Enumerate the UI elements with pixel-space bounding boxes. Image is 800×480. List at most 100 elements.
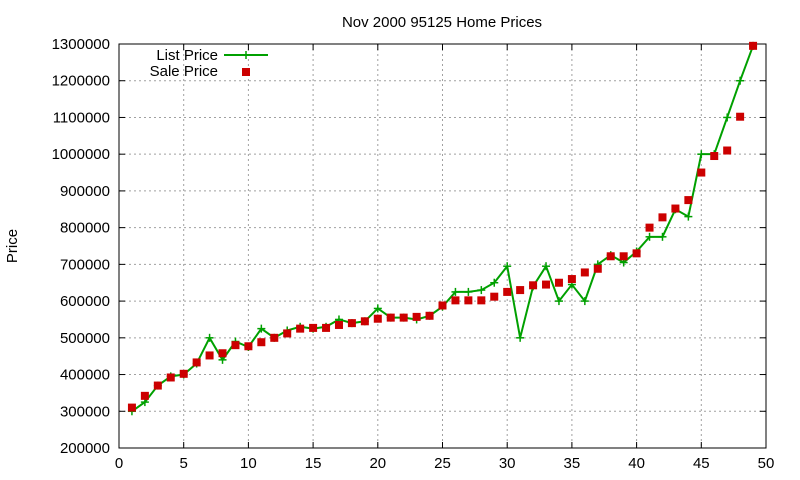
y-tick-label: 200000 [60,440,110,457]
list-price-point [490,278,499,287]
legend-label-sale-price: Sale Price [150,63,218,80]
x-tick-label: 35 [564,455,581,472]
sale-price-point [270,333,279,342]
y-tick-label: 400000 [60,367,110,384]
list-price-point [477,286,486,295]
sale-price-point [671,204,680,213]
sale-price-point [542,280,551,289]
sale-price-point [710,152,719,161]
sale-price-point [619,252,628,261]
legend-marker-sale-price [242,68,250,76]
grid-lines [119,44,766,448]
sale-price-point [736,112,745,121]
list-price-point [451,287,460,296]
sale-price-point [360,317,369,326]
y-tick-label: 1000000 [52,146,110,163]
axis-ticks: 0 5 10 15 20 25 30 35 40 45 50 200000 300000 400000 50… [52,36,775,472]
sale-price-point [593,264,602,273]
sale-price-point [451,296,460,305]
sale-price-point [334,320,343,329]
sale-price-point [179,369,188,378]
sale-price-point [749,41,758,50]
sale-price-point [684,196,693,205]
sale-price-point [464,296,473,305]
list-price-point [658,232,667,241]
sale-price-point [490,292,499,301]
sale-price-point [632,249,641,258]
sale-price-point [477,296,486,305]
list-price-point [580,297,589,306]
sale-price-point [438,301,447,310]
sale-price-point [516,286,525,295]
sale-price-point [697,168,706,177]
sale-price-point [399,313,408,322]
sale-price-point [386,313,395,322]
sale-price-point [658,213,667,222]
y-tick-label: 700000 [60,256,110,273]
sale-price-point [153,381,162,390]
list-price-point [205,333,214,342]
sale-price-point [244,342,253,351]
sale-price-point [425,311,434,320]
sale-price-point [296,324,305,333]
sale-price-point [218,349,227,358]
y-tick-label: 300000 [60,403,110,420]
sale-price-point [231,341,240,350]
list-price-point [257,324,266,333]
sale-price-point [192,358,201,367]
x-tick-label: 30 [499,455,516,472]
sale-price-point [580,268,589,277]
legend-marker-list-price [242,51,250,59]
list-price-point [645,232,654,241]
x-tick-label: 5 [180,455,188,472]
sale-price-point [606,252,615,261]
y-axis-label: Price [4,229,21,263]
x-tick-label: 15 [305,455,322,472]
list-price-point [464,287,473,296]
legend-label-list-price: List Price [156,47,218,64]
list-price-point [373,304,382,313]
sale-price-point [567,275,576,284]
sale-price-point [529,281,538,290]
chart-title: Nov 2000 95125 Home Prices [342,14,542,31]
series-layer [127,41,758,416]
x-tick-label: 25 [434,455,451,472]
y-tick-label: 900000 [60,183,110,200]
list-price-point [503,262,512,271]
sale-price-point [373,314,382,323]
sale-price-point [140,391,149,400]
legend-key-list-price [224,51,268,59]
list-price-point [516,333,525,342]
list-price-point [736,76,745,85]
sale-price-point [127,403,136,412]
x-tick-label: 0 [115,455,123,472]
list-price-point [554,297,563,306]
sale-price-point [503,287,512,296]
list-price-point [697,150,706,159]
legend-key-sale-price [242,68,250,76]
sale-price-point [645,223,654,232]
x-tick-label: 20 [369,455,386,472]
sale-price-point [347,319,356,328]
y-tick-label: 1100000 [53,109,110,126]
sale-price-point [322,323,331,332]
y-tick-label: 600000 [60,293,110,310]
y-tick-label: 800000 [60,220,110,237]
sale-price-point [412,312,421,321]
x-tick-label: 40 [628,455,645,472]
list-price-point [542,262,551,271]
legend: List Price Sale Price [150,47,268,80]
list-price-point [723,113,732,122]
x-tick-label: 10 [240,455,257,472]
sale-price-point [257,338,266,347]
sale-price-point [554,278,563,287]
list-price-point [684,212,693,221]
sale-price-point [205,351,214,360]
sale-price-point [723,146,732,155]
x-tick-label: 45 [693,455,710,472]
y-tick-label: 1200000 [52,73,110,90]
y-tick-label: 500000 [60,330,110,347]
sale-price-point [166,373,175,382]
x-tick-label: 50 [758,455,775,472]
y-tick-label: 1300000 [52,36,110,53]
